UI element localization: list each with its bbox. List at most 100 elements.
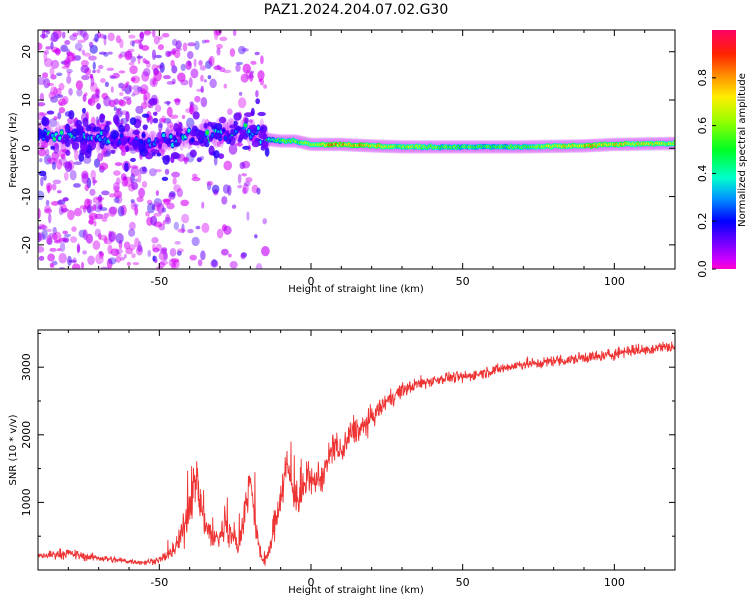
spectrogram-side-lobe <box>41 116 48 127</box>
spectrogram-side-lobe <box>129 117 137 126</box>
spectrogram-x-tick-label: -50 <box>150 275 168 288</box>
spectrogram-noise-blob <box>73 207 82 217</box>
spectrogram-side-lobe <box>152 117 159 124</box>
spectrogram-noise-blob <box>49 262 54 268</box>
spectrogram-noise-blob <box>262 218 268 225</box>
spectrogram-noise-blob <box>64 171 69 181</box>
spectrogram-noise-blob <box>121 86 125 92</box>
spectrogram-noise-blob <box>151 236 159 244</box>
spectrogram-y-tick-label: -20 <box>20 236 33 254</box>
spectrogram-noise-blob <box>51 233 58 241</box>
spectrogram-noise-blob <box>210 259 219 268</box>
spectrogram-xlabel: Height of straight line (km) <box>288 284 424 295</box>
spectrogram-noise-blob <box>52 179 62 185</box>
spectrogram-noise-blob <box>172 177 177 185</box>
spectrogram-noise-blob <box>152 247 160 253</box>
spectrogram-noise-blob <box>94 203 103 213</box>
spectrogram-side-lobe <box>230 128 235 136</box>
spectrogram-marks <box>38 30 675 269</box>
spectrogram-noise-blob <box>201 222 210 234</box>
spectrogram-noise-blob <box>170 258 180 263</box>
spectrogram-noise-blob <box>113 106 117 112</box>
spectrogram-noise-blob <box>237 97 247 109</box>
spectrogram-noise-blob <box>92 176 96 186</box>
spectrogram-noise-blob <box>105 121 111 125</box>
spectrogram-noise-blob <box>90 76 95 87</box>
spectrogram-noise-blob <box>60 208 69 213</box>
spectrogram-side-lobe <box>82 117 89 127</box>
spectrogram-noise-blob <box>187 42 196 47</box>
spectrogram-noise-blob <box>46 235 52 245</box>
spectrogram-noise-blob <box>189 254 197 261</box>
spectrogram-side-lobe <box>74 136 84 142</box>
spectrogram-noise-blob <box>98 51 107 55</box>
spectrogram-noise-blob <box>161 247 168 253</box>
snr-x-tick-label: 100 <box>604 576 625 589</box>
spectrogram-noise-blob <box>87 255 95 266</box>
spectrogram-noise-blob <box>56 72 63 77</box>
spectrogram-noise-blob <box>222 184 230 194</box>
spectrogram-noise-blob <box>213 30 222 37</box>
spectrogram-noise-blob <box>161 207 167 213</box>
spectrogram-side-lobe <box>99 114 106 120</box>
spectrogram-noise-blob <box>81 74 90 81</box>
spectrogram-noise-blob <box>113 185 120 192</box>
spectrogram-side-lobe <box>104 124 110 133</box>
spectrogram-noise-blob <box>58 157 68 166</box>
spectrogram-noise-blob <box>92 240 101 251</box>
spectrogram-noise-blob <box>46 228 52 232</box>
spectrogram-noise-blob <box>74 149 79 161</box>
spectrogram-noise-blob <box>54 94 64 99</box>
spectrogram-noise-blob <box>63 58 71 68</box>
spectrogram-noise-blob <box>115 177 121 185</box>
spectrogram-noise-blob <box>220 248 229 256</box>
spectrogram-noise-blob <box>131 181 139 190</box>
spectrogram-side-lobe <box>64 138 71 148</box>
spectrogram-noise-blob <box>58 106 66 114</box>
spectrogram-noise-blob <box>132 262 140 266</box>
spectrogram-noise-blob <box>53 115 58 121</box>
spectrogram-noise-blob <box>62 230 69 235</box>
spectrogram-noise-blob <box>81 49 85 55</box>
spectrogram-noise-blob <box>129 40 135 46</box>
spectrogram-noise-blob <box>186 117 195 128</box>
spectrogram-noise-blob <box>98 64 104 70</box>
spectrogram-side-lobe <box>50 145 56 150</box>
spectrogram-noise-blob <box>85 233 93 244</box>
colorbar-tick-label: 0.2 <box>696 212 709 230</box>
spectrogram-noise-blob <box>240 252 246 260</box>
spectrogram-noise-blob <box>134 206 139 216</box>
colorbar: 0.0 0.2 0.4 0.6 0.8 Normalized spectral ampl… <box>696 30 748 278</box>
spectrogram-noise-blob <box>49 118 58 128</box>
spectrogram-side-lobe <box>189 129 197 137</box>
spectrogram-noise-blob <box>166 106 173 117</box>
spectrogram-noise-blob <box>41 229 48 240</box>
spectrogram-frame <box>37 29 676 270</box>
spectrogram-noise-blob <box>130 56 137 63</box>
spectrogram-noise-blob <box>45 46 52 50</box>
spectrogram-noise-blob <box>53 239 62 244</box>
spectrogram-noise-blob <box>66 68 73 74</box>
spectrogram-ridge-core <box>243 123 248 128</box>
spectrogram-noise-blob <box>50 74 57 80</box>
spectrogram-noise-blob <box>181 223 185 234</box>
spectrogram-ridge-core <box>187 128 191 133</box>
spectrogram-noise-blob <box>43 57 53 68</box>
spectrogram-noise-blob <box>137 89 147 94</box>
spectrogram-side-lobe <box>173 122 179 132</box>
spectrogram-noise-blob <box>115 35 121 44</box>
spectrogram-side-lobe <box>237 137 243 143</box>
spectrogram-noise-blob <box>104 81 110 88</box>
spectrogram-noise-blob <box>158 251 168 261</box>
spectrogram-noise-blob <box>130 201 137 211</box>
spectrogram-noise-blob <box>132 203 139 208</box>
spectrogram-noise-blob <box>232 30 237 37</box>
spectrogram-noise-blob <box>141 71 150 82</box>
spectrogram-noise-blob <box>229 260 238 269</box>
spectrogram-noise-blob <box>124 50 132 61</box>
spectrogram-noise-blob <box>150 215 158 226</box>
spectrogram-noise-blob <box>71 226 77 232</box>
spectrogram-ridge-core <box>60 130 64 135</box>
